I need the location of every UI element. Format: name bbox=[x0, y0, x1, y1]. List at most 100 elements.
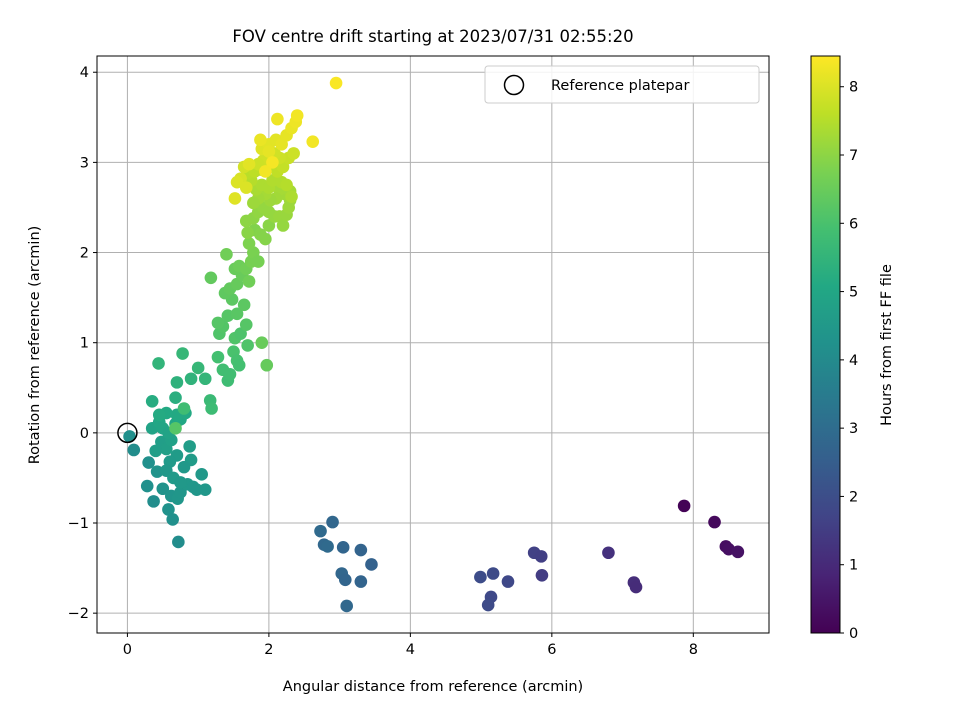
legend: Reference platepar bbox=[484, 65, 760, 104]
data-point bbox=[365, 558, 378, 571]
y-tick-label: −2 bbox=[68, 606, 89, 622]
data-point bbox=[156, 482, 170, 496]
chart-title: FOV centre drift starting at 2023/07/31 … bbox=[232, 27, 633, 46]
data-point bbox=[336, 541, 350, 554]
colorbar-tick-label: 8 bbox=[849, 80, 858, 96]
data-point bbox=[152, 357, 165, 370]
data-point bbox=[287, 147, 300, 160]
data-point bbox=[195, 468, 208, 481]
data-point bbox=[259, 165, 272, 178]
data-point bbox=[321, 540, 334, 553]
data-point bbox=[152, 408, 166, 422]
data-point bbox=[176, 347, 189, 360]
data-point bbox=[239, 318, 253, 331]
data-point bbox=[474, 570, 487, 584]
data-point bbox=[177, 402, 191, 415]
data-point bbox=[150, 465, 164, 478]
data-point bbox=[260, 358, 274, 372]
data-point bbox=[242, 157, 256, 171]
data-point bbox=[340, 599, 354, 613]
data-point bbox=[237, 298, 251, 312]
data-point bbox=[259, 232, 272, 246]
colorbar bbox=[810, 55, 841, 634]
data-point bbox=[481, 598, 495, 612]
data-point bbox=[290, 109, 304, 122]
data-point bbox=[198, 483, 212, 496]
x-gridlines bbox=[126, 56, 694, 633]
y-axis-ticks: −2 −1 0 1 2 3 4 bbox=[68, 65, 97, 622]
y-tick-label: 3 bbox=[80, 155, 89, 171]
data-point bbox=[241, 339, 254, 352]
y-axis-label: Rotation from reference (arcmin) bbox=[27, 226, 43, 465]
data-point bbox=[262, 145, 276, 158]
data-point bbox=[230, 307, 244, 321]
data-point bbox=[183, 440, 196, 453]
y-tick-label: 4 bbox=[80, 65, 89, 81]
data-point bbox=[174, 476, 187, 489]
data-point bbox=[191, 361, 205, 375]
legend-box bbox=[484, 65, 760, 104]
data-point bbox=[239, 181, 253, 194]
data-point bbox=[280, 178, 293, 192]
colorbar-tick-label: 6 bbox=[849, 216, 858, 232]
data-point bbox=[306, 135, 320, 148]
data-point bbox=[223, 367, 237, 381]
colorbar-tick-label: 7 bbox=[849, 148, 858, 164]
data-point bbox=[708, 515, 721, 529]
data-point bbox=[534, 550, 548, 563]
data-point bbox=[329, 76, 343, 90]
data-point bbox=[169, 422, 182, 435]
data-point bbox=[211, 350, 225, 364]
data-point bbox=[169, 391, 182, 404]
data-point bbox=[174, 486, 187, 499]
data-point bbox=[247, 196, 260, 210]
data-point bbox=[142, 456, 155, 469]
y-tick-label: 2 bbox=[80, 246, 89, 262]
colorbar-tick-label: 2 bbox=[849, 489, 858, 505]
data-point bbox=[170, 376, 184, 389]
data-point bbox=[172, 535, 185, 549]
x-axis-ticks: 0 2 4 6 8 bbox=[123, 633, 698, 658]
data-point bbox=[326, 515, 339, 529]
data-point bbox=[276, 219, 290, 232]
data-point bbox=[204, 271, 218, 285]
data-point bbox=[254, 133, 267, 147]
data-point bbox=[338, 573, 352, 587]
data-point bbox=[220, 248, 233, 261]
data-point bbox=[242, 275, 256, 288]
legend-label-reference: Reference platepar bbox=[551, 78, 689, 94]
y-tick-label: 0 bbox=[80, 426, 89, 442]
data-point bbox=[354, 575, 368, 588]
colorbar-tick-label: 4 bbox=[849, 353, 858, 369]
data-point bbox=[184, 372, 198, 386]
data-point bbox=[234, 327, 247, 340]
data-point bbox=[123, 430, 136, 443]
x-tick-label: 4 bbox=[406, 642, 415, 658]
data-point bbox=[266, 156, 279, 169]
data-point bbox=[127, 443, 141, 457]
data-point bbox=[177, 460, 191, 474]
reference-point-marker bbox=[117, 422, 138, 444]
y-gridlines bbox=[97, 71, 769, 614]
data-point bbox=[486, 567, 500, 580]
data-point bbox=[602, 546, 615, 560]
colorbar-tick-label: 0 bbox=[849, 626, 858, 642]
data-point bbox=[285, 190, 298, 203]
data-point bbox=[228, 192, 242, 205]
data-point bbox=[162, 503, 175, 516]
data-point bbox=[501, 575, 515, 588]
x-tick-label: 6 bbox=[547, 642, 556, 658]
data-point bbox=[166, 513, 179, 526]
colorbar-tick-label: 5 bbox=[849, 285, 858, 301]
data-point bbox=[251, 255, 265, 268]
data-point bbox=[242, 237, 256, 250]
colorbar-tick-label: 1 bbox=[849, 558, 858, 574]
data-point bbox=[147, 495, 160, 508]
data-point bbox=[198, 372, 212, 386]
data-point bbox=[140, 479, 154, 493]
x-tick-label: 0 bbox=[123, 642, 132, 658]
x-tick-label: 8 bbox=[689, 642, 698, 658]
data-point bbox=[211, 316, 225, 330]
data-point bbox=[314, 524, 327, 538]
